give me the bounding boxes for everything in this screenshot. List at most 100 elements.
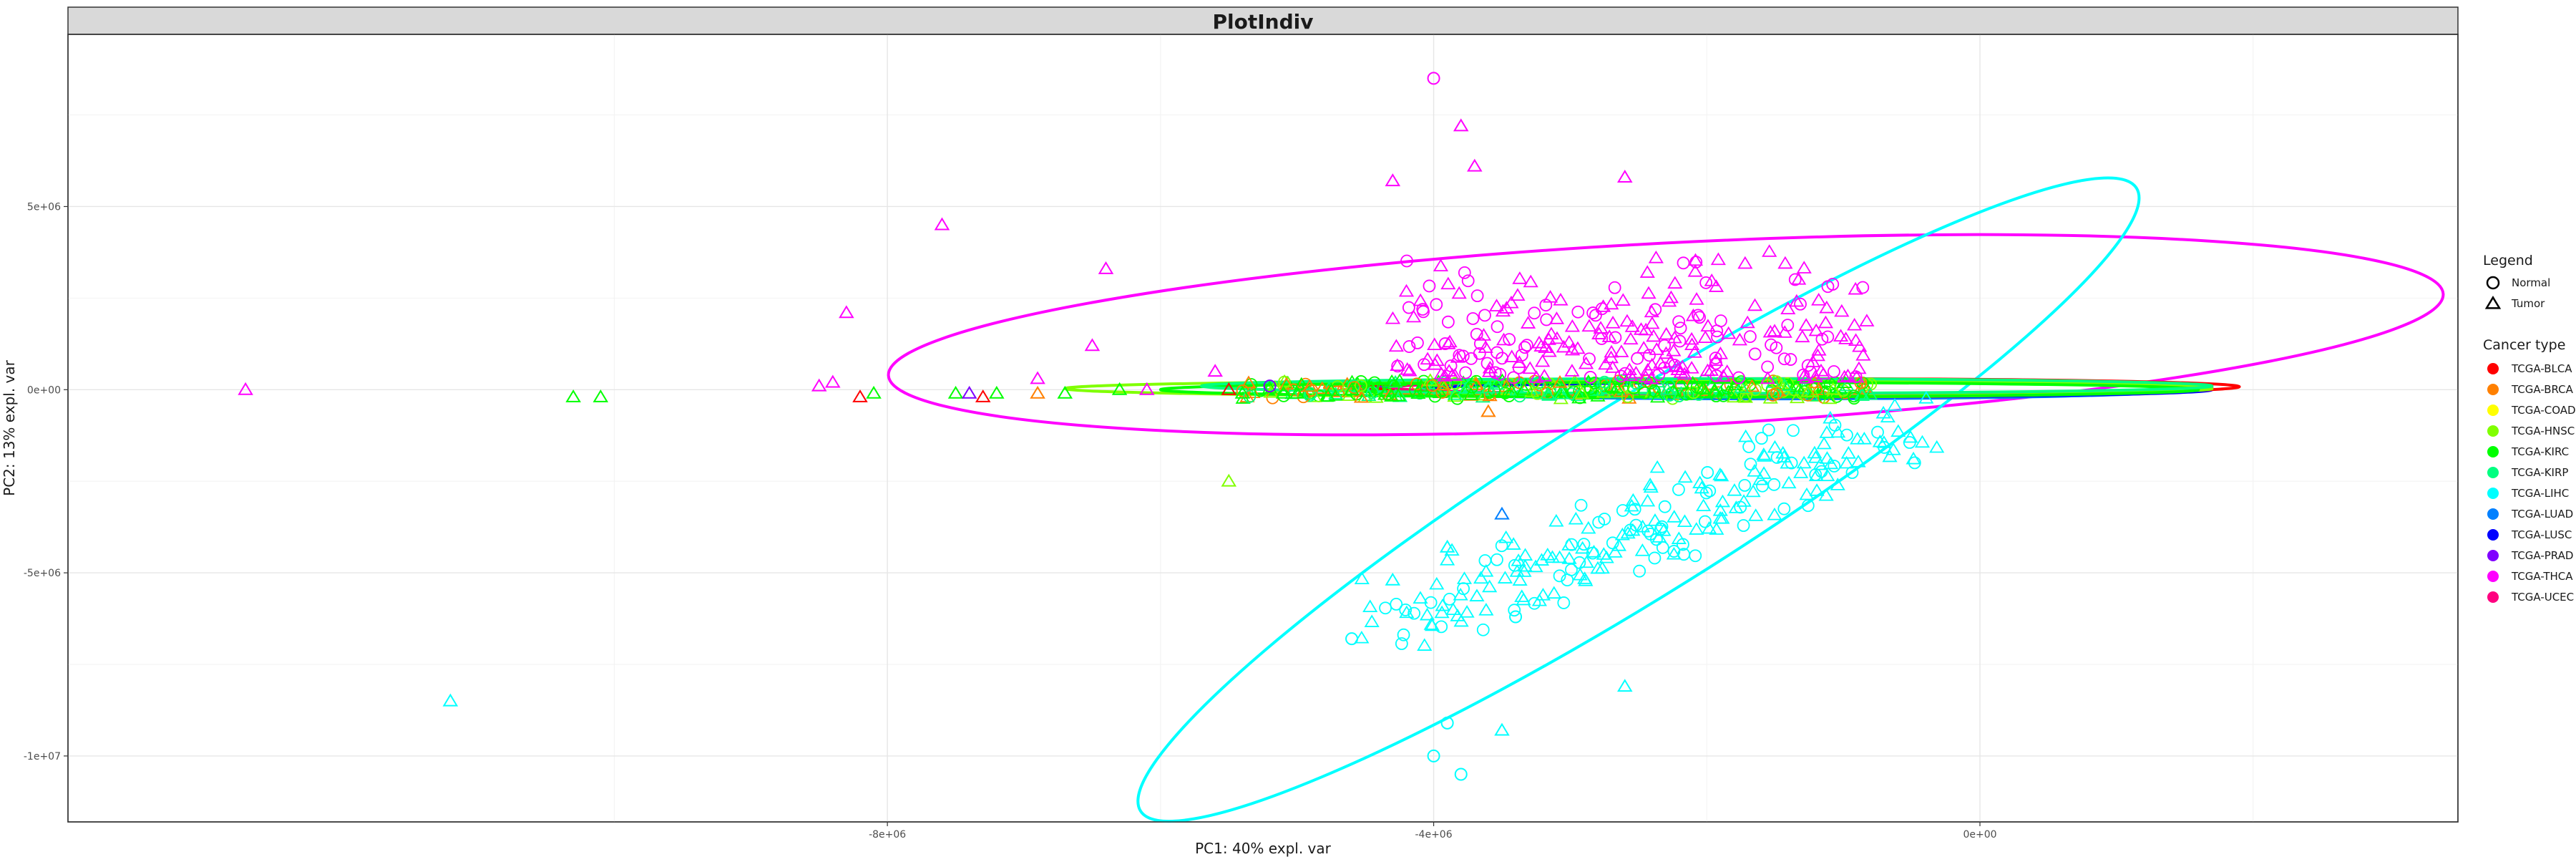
band-point [1830,478,1845,490]
band-point [1699,276,1713,289]
band-point [1671,531,1687,544]
data-point [825,374,841,388]
band-point [1666,386,1679,399]
band-point [1384,374,1400,387]
x-tick-label: 0e+00 [1963,829,1996,841]
band-point [1677,514,1693,528]
band-point [1659,326,1674,340]
band-point [1553,569,1566,583]
data-point [852,389,868,402]
band-point [1692,475,1708,488]
band-point [1561,551,1577,564]
band-point [1424,596,1438,609]
band-point [1777,352,1791,366]
band-point [1354,630,1370,644]
band-point [1674,321,1687,335]
band-point [1442,334,1458,348]
band-point [1459,605,1475,618]
legend-color-swatch [2487,488,2499,499]
band-point [1809,483,1825,496]
band-point [1411,336,1424,349]
band-point [1553,384,1569,397]
band-point [1701,520,1717,534]
band-point [1684,331,1699,345]
band-point [1699,363,1715,377]
band-point [1677,538,1689,551]
legend-color-swatch [2487,446,2499,457]
band-point [1398,284,1415,297]
band-point [1571,305,1585,319]
band-point [1478,340,1493,353]
data-point [1221,382,1237,395]
band-point [1511,355,1527,368]
band-point [1810,382,1826,395]
band-point [1687,345,1702,358]
data-point [1344,382,1360,395]
band-point [1589,309,1602,322]
band-point [1825,382,1841,395]
y-tick-label: 5e+06 [27,201,61,213]
band-point [1666,384,1682,397]
band-point [1430,298,1443,311]
band-point [1808,468,1824,481]
legend-color-swatch [2487,405,2499,416]
band-point [1578,356,1594,369]
plot-panel [67,34,2459,823]
band-point [1848,389,1860,403]
legend-color-items: TCGA-BLCA TCGA-BRCA TCGA-COAD TCGA-HNSC TCGA… [2487,362,2576,604]
band-point [1409,383,1422,397]
band-point [1791,272,1807,285]
band-point [1243,389,1257,403]
data-point [1098,261,1114,274]
band-point [1847,317,1863,331]
band-point [1478,563,1494,577]
band-point [1475,328,1492,341]
data-point [961,385,977,399]
band-point [1520,339,1533,352]
band-point [1715,369,1731,382]
band-point [1512,573,1528,586]
band-point [1466,312,1480,325]
data-point [1030,385,1045,399]
band-point [1445,602,1461,616]
band-point [1478,554,1492,567]
band-point [1435,377,1451,391]
band-point [1777,256,1793,269]
band-point [1556,339,1571,353]
band-point [1700,319,1716,332]
band-point [1662,294,1677,307]
band-point [1407,606,1421,620]
band-point [1440,276,1456,290]
band-point [1461,274,1475,288]
band-point [1767,440,1783,453]
band-point [1656,541,1669,554]
band-point [1747,298,1763,311]
band-point [1710,252,1726,266]
band-point [1457,582,1470,596]
band-point [1473,571,1489,584]
band-point [1418,358,1431,372]
band-point [1641,286,1657,299]
band-point [1821,330,1835,344]
data-point [1275,385,1292,399]
band-point [1433,258,1449,272]
band-point [1666,546,1682,560]
band-point [1929,440,1945,453]
band-point [1756,466,1772,479]
band-point [1395,637,1408,650]
band-point [1810,348,1825,362]
band-point [1850,432,1865,445]
band-point [1538,340,1553,354]
band-point [1302,379,1318,392]
band-point [1491,320,1504,334]
band-point [1476,623,1490,636]
band-point [1399,605,1415,619]
band-point [1640,493,1656,507]
band-point [1851,361,1867,374]
band-point [1294,377,1309,390]
band-point [1399,603,1413,616]
band-point [1709,369,1723,382]
band-point [1541,332,1556,345]
band-point [1646,329,1662,342]
band-point [1770,387,1783,400]
